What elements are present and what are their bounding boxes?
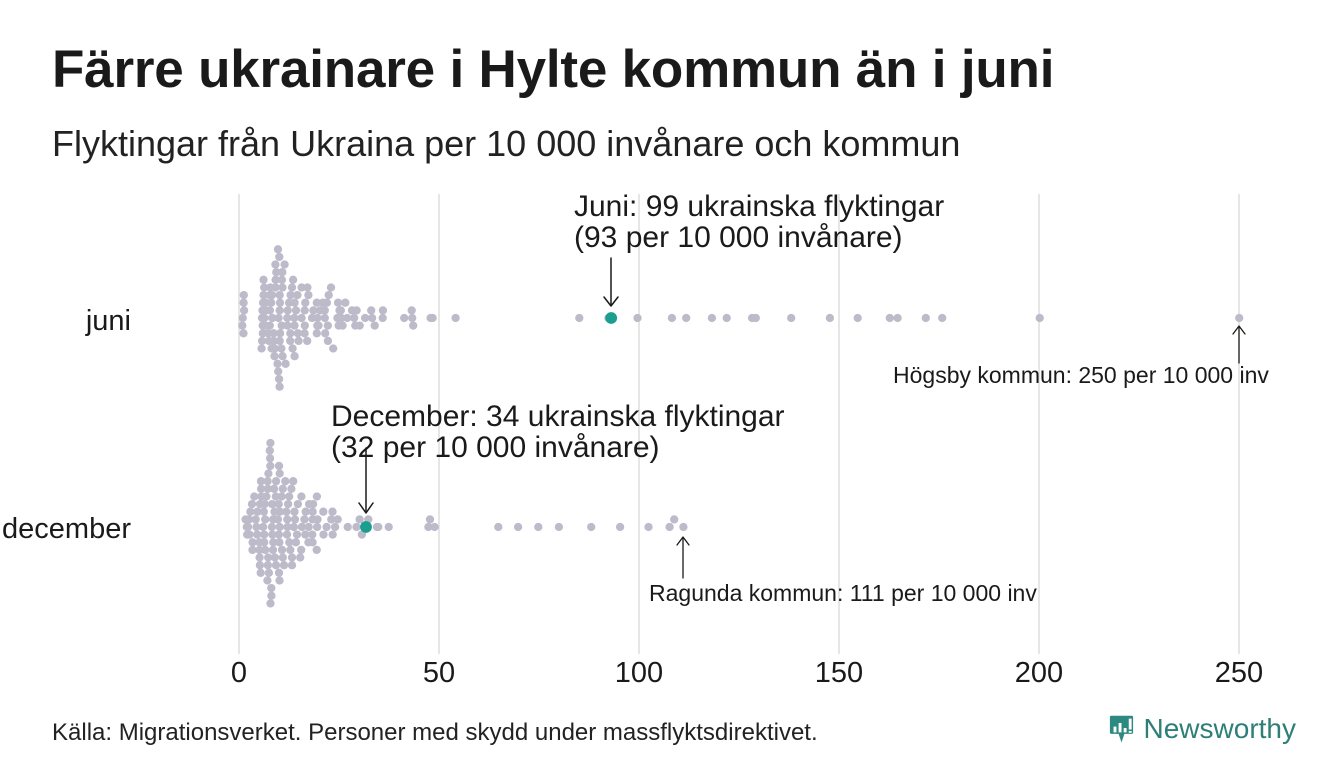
svg-text:200: 200	[1015, 657, 1063, 689]
svg-text:50: 50	[423, 657, 455, 689]
svg-text:150: 150	[815, 657, 863, 689]
svg-text:100: 100	[615, 657, 663, 689]
svg-text:0: 0	[231, 657, 247, 689]
svg-text:250: 250	[1215, 657, 1263, 689]
